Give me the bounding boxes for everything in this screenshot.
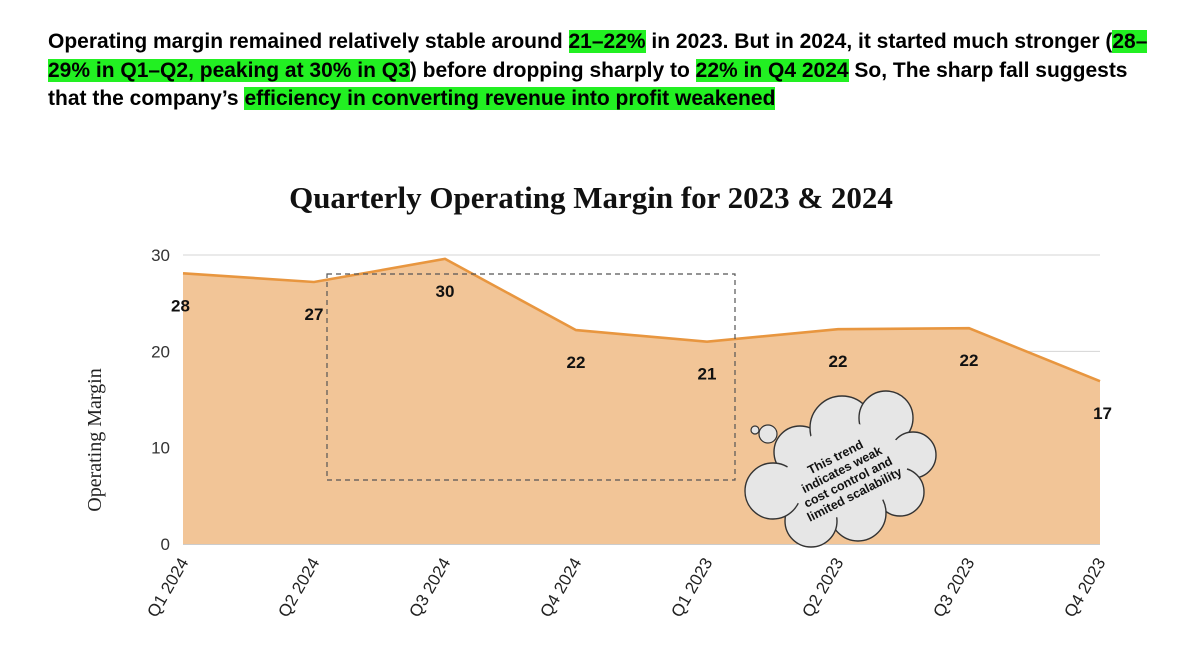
x-tick-label: Q1 2024: [143, 555, 192, 621]
data-label: 21: [698, 365, 717, 384]
area-fill: [183, 258, 1100, 544]
x-tick-label: Q3 2024: [405, 555, 454, 621]
x-tick-label: Q4 2024: [536, 555, 585, 621]
x-axis-ticks: Q1 2024 Q2 2024 Q3 2024 Q4 2024 Q1 2023 Q2 20…: [143, 555, 1109, 621]
x-tick-label: Q1 2023: [667, 555, 716, 621]
margin-line: [182, 257, 1101, 383]
highlight-q4-drop: 22% in Q4 2024: [695, 58, 849, 82]
highlight-efficiency: efficiency in converting revenue into pr…: [244, 87, 776, 110]
data-label: 22: [829, 352, 848, 371]
y-tick-label: 10: [151, 439, 170, 458]
summary-paragraph: Operating margin remained relatively sta…: [48, 28, 1158, 114]
summary-text-3: ) before dropping sharply to: [409, 58, 696, 82]
x-tick-label: Q2 2024: [274, 555, 323, 621]
data-label: 22: [960, 351, 979, 370]
summary-text-1: Operating margin remained relatively sta…: [48, 30, 569, 53]
summary-text-4: So, The sharp fall suggests that the com…: [48, 58, 1128, 111]
highlight-stable-range: 21–22%: [568, 30, 646, 53]
cloud-bubble-medium: [758, 424, 778, 444]
cloud-bubble-small: [750, 425, 760, 435]
data-label: 27: [305, 305, 324, 324]
data-labels: 28 27 30 22 21 22 22 17: [171, 282, 1112, 423]
y-tick-label: 30: [151, 246, 170, 265]
y-tick-label: 0: [161, 535, 170, 554]
x-tick-label: Q4 2023: [1060, 555, 1109, 621]
chart-title: Quarterly Operating Margin for 2023 & 20…: [289, 180, 893, 215]
highlight-box: [326, 273, 736, 481]
data-label: 17: [1093, 404, 1112, 423]
y-axis-label: Operating Margin: [84, 368, 106, 512]
summary-text-2: in 2023. But in 2024, it started much st…: [645, 30, 1113, 53]
data-label: 22: [567, 353, 586, 372]
x-tick-label: Q2 2023: [798, 555, 847, 621]
y-axis-ticks: 0 10 20 30: [151, 246, 170, 554]
x-tick-label: Q3 2023: [929, 555, 978, 621]
data-label: 30: [436, 282, 455, 301]
y-tick-label: 20: [151, 342, 170, 361]
data-label: 28: [171, 296, 190, 315]
